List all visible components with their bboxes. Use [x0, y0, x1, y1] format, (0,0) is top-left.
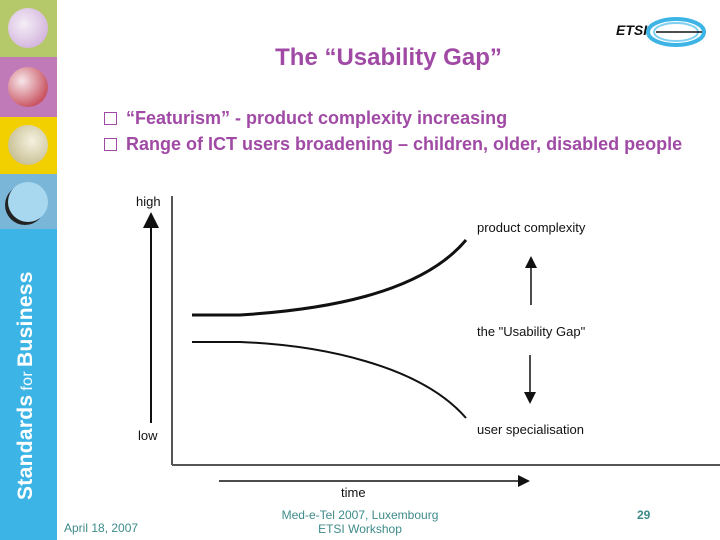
globe-icon — [8, 8, 48, 48]
label-product-complexity: product complexity — [477, 220, 586, 235]
usability-gap-diagram: high low time product complexity the "Us… — [120, 190, 720, 510]
bullet-item: Range of ICT users broadening – children… — [104, 131, 704, 157]
label-usability-gap: the "Usability Gap" — [477, 324, 586, 339]
slide-title: The “Usability Gap” — [275, 44, 502, 71]
globe-tile-3 — [0, 117, 57, 174]
checkbox-bullet-icon — [104, 138, 117, 151]
etsi-logo: ETSI — [612, 14, 712, 50]
etsi-waves-icon — [646, 17, 706, 47]
globe-tile-2 — [0, 57, 57, 117]
product-complexity-curve — [192, 239, 468, 317]
y-label-high: high — [136, 194, 161, 209]
checkbox-bullet-icon — [104, 112, 117, 125]
footer-date: April 18, 2007 — [64, 521, 139, 535]
x-label-time: time — [341, 485, 366, 500]
y-label-low: low — [138, 428, 158, 443]
sidebar-brand-strip: StandardsforBusiness — [0, 0, 57, 540]
bullet-item: “Featurism” - product complexity increas… — [104, 105, 704, 131]
globe-icon — [8, 67, 48, 107]
chart-lines — [143, 196, 720, 487]
user-specialisation-curve — [192, 341, 467, 419]
globe-tile-1 — [0, 0, 57, 57]
label-user-specialisation: user specialisation — [477, 422, 584, 437]
globe-icon — [8, 125, 48, 165]
footer-event: Med-e-Tel 2007, Luxembourg ETSI Workshop — [281, 508, 439, 536]
globe-icon — [8, 182, 48, 222]
standards-for-business-text: StandardsforBusiness — [14, 271, 37, 500]
bullet-list: “Featurism” - product complexity increas… — [104, 105, 704, 157]
page-number: 29 — [637, 508, 651, 522]
globe-tile-4 — [0, 174, 57, 229]
